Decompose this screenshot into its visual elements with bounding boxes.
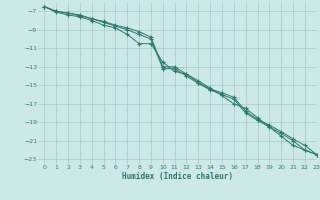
X-axis label: Humidex (Indice chaleur): Humidex (Indice chaleur) bbox=[122, 172, 233, 181]
